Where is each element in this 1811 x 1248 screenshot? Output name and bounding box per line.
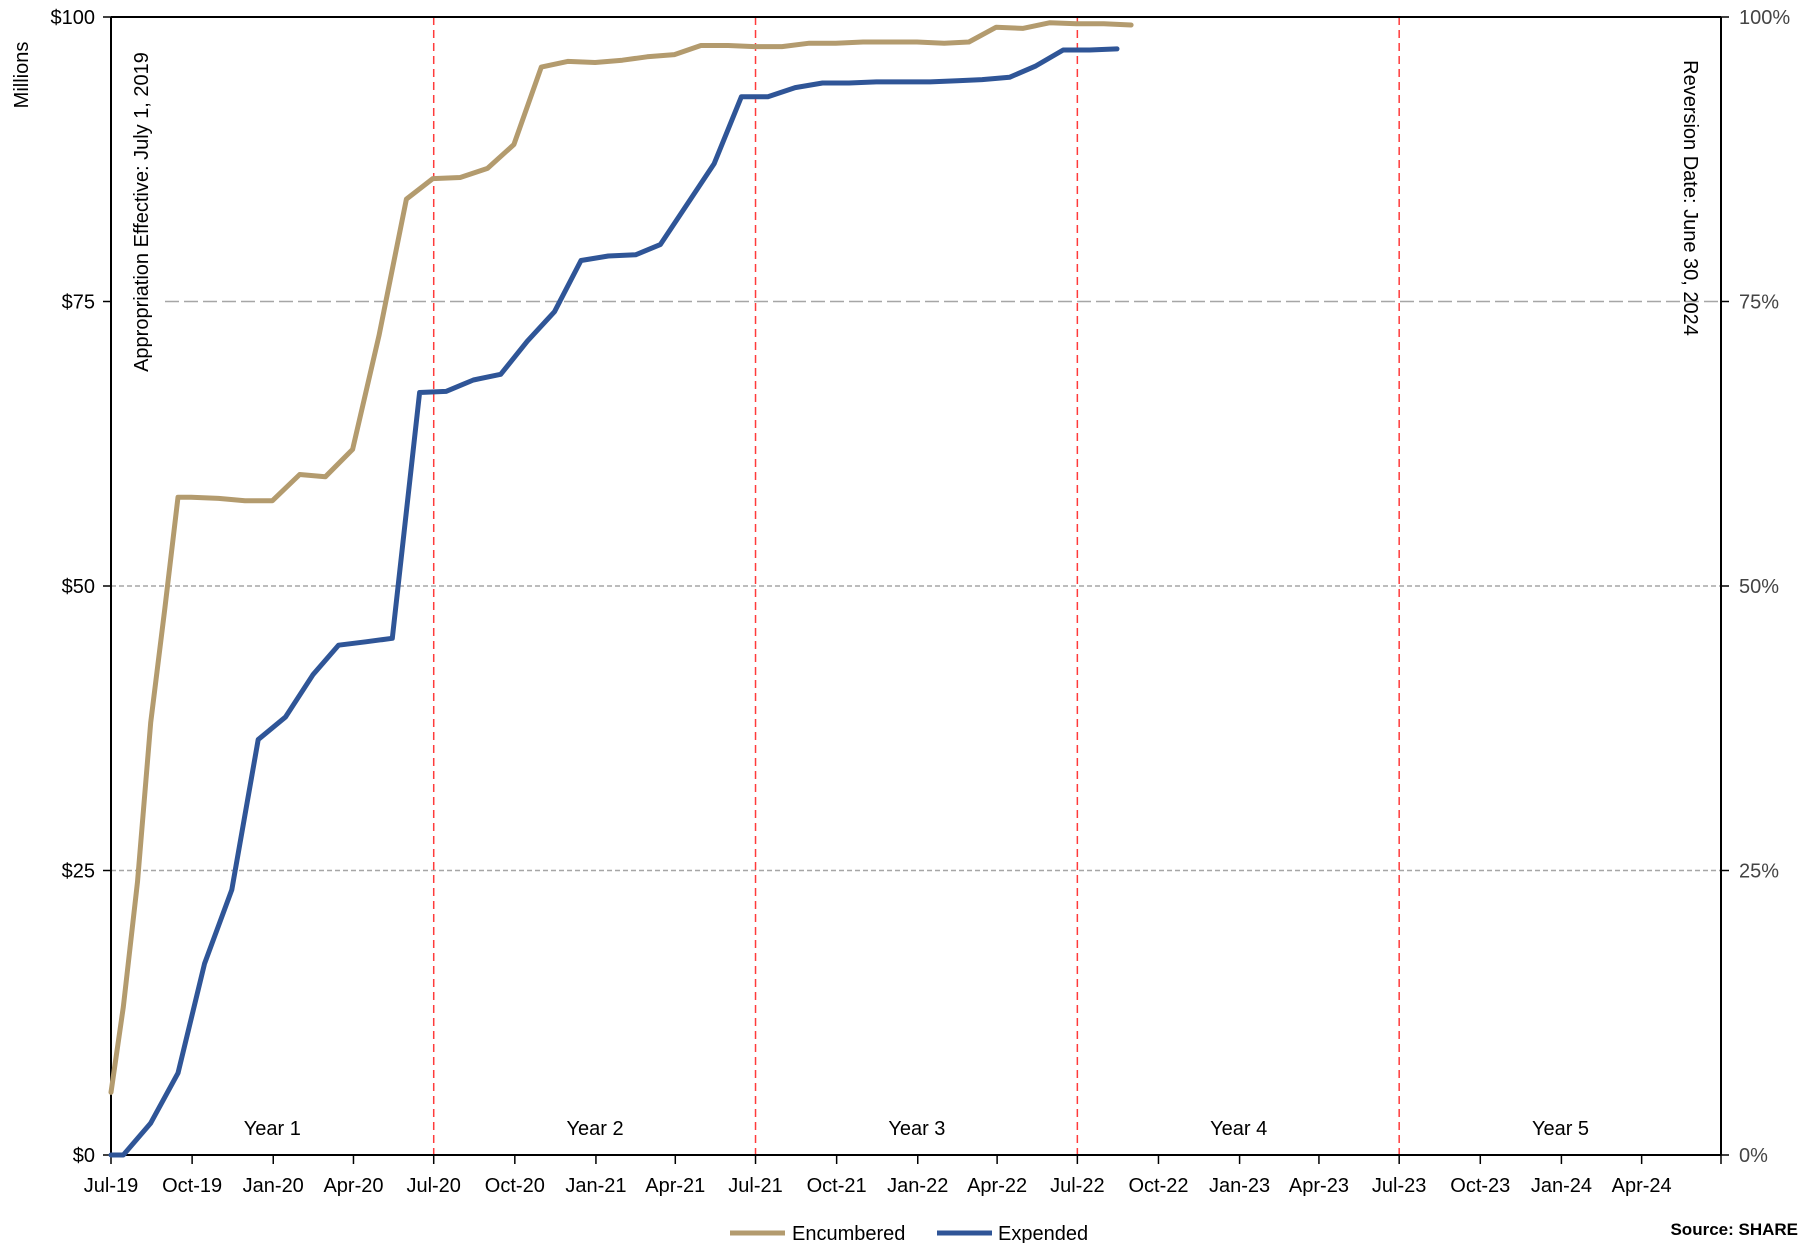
y-right-tick-label: 100% <box>1739 7 1790 29</box>
x-tick-label: Oct-22 <box>1128 1175 1188 1197</box>
x-tick-label: Jul-19 <box>84 1175 138 1197</box>
y-right-tick-label: 75% <box>1739 292 1779 314</box>
source-note: Source: SHARE <box>1670 1220 1798 1239</box>
period-label: Year 2 <box>567 1118 624 1140</box>
series-line-expended <box>108 46 1120 1158</box>
legend-label: Encumbered <box>792 1223 905 1243</box>
x-tick-label: Apr-20 <box>323 1175 383 1197</box>
period-label: Year 5 <box>1532 1118 1589 1140</box>
period-label: Year 4 <box>1210 1118 1267 1140</box>
period-label: Year 1 <box>244 1118 301 1140</box>
period-label: Year 3 <box>888 1118 945 1140</box>
x-tick-label: Oct-20 <box>485 1175 545 1197</box>
series-line-encumbered <box>108 20 1134 1095</box>
x-tick-label: Apr-24 <box>1612 1175 1672 1197</box>
x-tick-label: Jan-21 <box>565 1175 626 1197</box>
x-tick-label: Oct-21 <box>807 1175 867 1197</box>
appropriation-annotation: Appropriation Effective: July 1, 2019 <box>131 52 153 372</box>
x-tick-label: Jan-24 <box>1531 1175 1592 1197</box>
y-tick-label: $0 <box>73 1145 95 1167</box>
y-tick-label: $25 <box>62 861 95 883</box>
x-tick-label: Apr-21 <box>645 1175 705 1197</box>
y-tick-label: $100 <box>51 7 96 29</box>
x-tick-label: Jul-23 <box>1372 1175 1426 1197</box>
x-tick-label: Jul-21 <box>728 1175 782 1197</box>
series-lines <box>108 20 1134 1158</box>
x-tick-label: Apr-23 <box>1289 1175 1349 1197</box>
x-tick-label: Jan-23 <box>1209 1175 1270 1197</box>
reversion-annotation: Reversion Date: June 30, 2024 <box>1679 60 1701 336</box>
y-tick-label: $50 <box>62 576 95 598</box>
y-right-tick-label: 25% <box>1739 861 1779 883</box>
y-axis-label: Millions <box>11 42 33 109</box>
axes <box>103 16 1729 1164</box>
legend-label: Expended <box>998 1223 1088 1243</box>
y-tick-label: $75 <box>62 292 95 314</box>
x-tick-label: Jan-22 <box>887 1175 948 1197</box>
year-boundaries <box>432 17 1400 1155</box>
x-tick-label: Jul-20 <box>406 1175 460 1197</box>
x-tick-label: Oct-19 <box>162 1175 222 1197</box>
y-right-tick-label: 0% <box>1739 1145 1768 1167</box>
chart-labels: Millions Appropriation Effective: July 1… <box>11 7 1790 1197</box>
x-tick-label: Jan-20 <box>243 1175 304 1197</box>
x-tick-label: Oct-23 <box>1450 1175 1510 1197</box>
x-tick-label: Apr-22 <box>967 1175 1027 1197</box>
gridlines <box>111 300 1721 872</box>
x-tick-label: Jul-22 <box>1050 1175 1104 1197</box>
y-right-tick-label: 50% <box>1739 576 1779 598</box>
legend: Encumbered Expended <box>730 1223 1088 1245</box>
